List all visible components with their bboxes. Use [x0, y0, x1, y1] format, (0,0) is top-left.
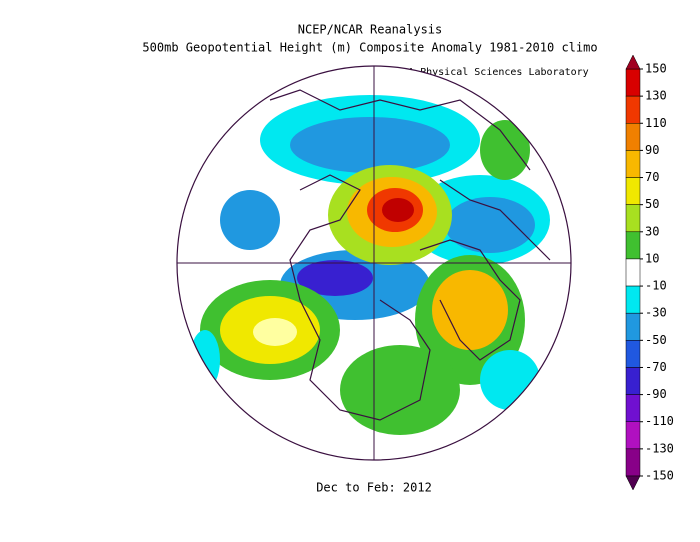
map-border	[176, 65, 572, 461]
colorbar-top-arrow	[625, 54, 641, 70]
colorbar-segment	[625, 258, 641, 287]
colorbar-segment	[625, 68, 641, 97]
colorbar-segment	[625, 177, 641, 205]
colorbar-label: -110	[645, 414, 674, 428]
colorbar-segment	[625, 448, 641, 477]
title: NCEP/NCAR Reanalysis	[298, 23, 443, 37]
credit: NOAA Physical Sciences Laboratory	[390, 67, 589, 78]
colorbar-label: -130	[645, 441, 674, 455]
colorbar-segment	[625, 123, 641, 151]
colorbar-segment	[625, 340, 641, 368]
colorbar-label: -150	[645, 469, 674, 483]
colorbar-label: -70	[645, 360, 667, 374]
colorbar-label: -90	[645, 387, 667, 401]
colorbar-label: -50	[645, 333, 667, 347]
colorbar-label: 90	[645, 143, 659, 157]
colorbar-label: 50	[645, 197, 659, 211]
colorbar: 150 130 110 90 70 50 30 10 -10 -30 -50 -70 -90 -110 -1…	[625, 54, 674, 491]
map-field	[177, 66, 571, 460]
period: Dec to Feb: 2012	[316, 481, 432, 495]
colorbar-segment	[625, 312, 641, 341]
colorbar-label: 70	[645, 170, 659, 184]
colorbar-label: 110	[645, 116, 667, 130]
colorbar-label: 130	[645, 89, 667, 103]
colorbar-label: -30	[645, 306, 667, 320]
colorbar-segment	[625, 421, 641, 450]
colorbar-segment	[625, 231, 641, 260]
colorbar-label: 30	[645, 224, 659, 238]
colorbar-label: -10	[645, 279, 667, 293]
colorbar-segment	[625, 95, 641, 124]
colorbar-bottom-arrow	[625, 475, 641, 491]
colorbar-label: 150	[645, 62, 667, 76]
subtitle: 500mb Geopotential Height (m) Composite …	[142, 41, 597, 55]
colorbar-segment	[625, 150, 641, 178]
colorbar-segment	[625, 285, 641, 314]
colorbar-label: 10	[645, 251, 659, 265]
colorbar-segment	[625, 367, 641, 395]
colorbar-segment	[625, 394, 641, 422]
colorbar-segment	[625, 204, 641, 233]
coastlines	[269, 89, 551, 421]
graticule	[177, 66, 571, 460]
